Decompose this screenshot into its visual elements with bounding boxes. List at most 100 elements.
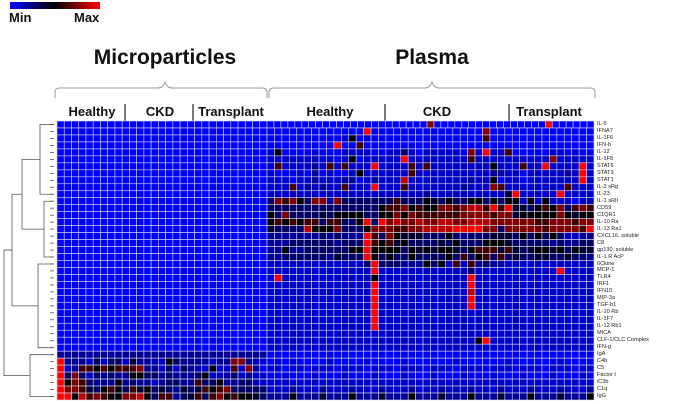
heatmap-cell [497, 336, 506, 345]
heatmap-cell [237, 246, 246, 254]
heatmap-cell [578, 176, 587, 185]
heatmap-cell [534, 148, 543, 157]
heatmap-cell [563, 260, 573, 268]
heatmap-cell [541, 267, 550, 275]
heatmap-cell [280, 120, 289, 129]
heatmap-cell [497, 302, 506, 310]
heatmap-cell [100, 315, 108, 324]
heatmap-cell [534, 350, 543, 359]
heatmap-cell [165, 385, 174, 394]
heatmap-cell [311, 385, 320, 394]
heatmap-cell [333, 169, 342, 178]
heatmap-cell [179, 134, 188, 143]
heatmap-cell [244, 148, 253, 157]
heatmap-cell [230, 385, 239, 394]
heatmap-cell [326, 148, 335, 157]
heatmap-cell [194, 329, 203, 338]
heatmap-cell [563, 190, 573, 199]
heatmap-cell [459, 211, 468, 219]
heatmap-cell [63, 392, 72, 401]
heatmap-cell [363, 322, 372, 331]
heatmap-cell [187, 134, 195, 143]
heatmap-cell [430, 197, 439, 206]
heatmap-cell [172, 127, 181, 136]
heatmap-cell [194, 225, 203, 233]
heatmap-cell [348, 225, 357, 233]
heatmap-cell [556, 162, 565, 171]
heatmap-cell [252, 253, 261, 261]
heatmap-cell [586, 315, 595, 324]
heatmap-cell [556, 315, 565, 324]
heatmap-cell [422, 225, 431, 233]
heatmap-cell [114, 267, 123, 275]
heatmap-cell [303, 385, 312, 394]
heatmap-cell [348, 302, 357, 310]
heatmap-cell [252, 127, 261, 136]
heatmap-cell [143, 225, 152, 233]
heatmap-cell [504, 134, 513, 143]
heatmap-cell [452, 336, 461, 345]
heatmap-cell [489, 288, 498, 296]
heatmap-cell [578, 190, 587, 199]
heatmap-cell [311, 322, 320, 331]
heatmap-cell [172, 190, 181, 199]
heatmap-cell [333, 232, 342, 240]
heatmap-cell [482, 155, 491, 164]
heatmap-cell [100, 162, 108, 171]
heatmap-cell [348, 197, 357, 206]
heatmap-cell [363, 225, 372, 233]
heatmap-cell [534, 176, 543, 185]
heatmap-cell [571, 385, 580, 394]
heatmap-cell [445, 225, 454, 233]
heatmap-cell [378, 260, 387, 268]
heatmap-cell [301, 120, 310, 129]
heatmap-cell [348, 190, 357, 199]
heatmap-cell [230, 274, 239, 282]
heatmap-cell [114, 148, 123, 157]
heatmap-cell [326, 385, 335, 394]
heatmap-cell [281, 134, 290, 143]
heatmap-cell [459, 134, 468, 143]
heatmap-cell [56, 364, 65, 373]
heatmap-cell [129, 336, 137, 345]
heatmap-cell [437, 127, 446, 136]
heatmap-cell [78, 155, 87, 164]
heatmap-cell [114, 260, 123, 268]
heatmap-cell [107, 364, 116, 373]
heatmap-cell [288, 288, 298, 296]
heatmap-cell [296, 253, 305, 261]
heatmap-cell [266, 183, 275, 192]
heatmap-cell [303, 309, 312, 317]
heatmap-cell [519, 225, 528, 233]
heatmap-cell [244, 134, 253, 143]
heatmap-cell [526, 357, 535, 366]
heatmap-cell [459, 392, 468, 401]
heatmap-cell [563, 329, 573, 338]
heatmap-cell [422, 267, 431, 275]
heatmap-cell [445, 239, 454, 247]
row-label: MIP-3a [597, 295, 616, 302]
heatmap-cell [281, 190, 290, 199]
heatmap-cell [208, 322, 217, 331]
heatmap-cell [571, 232, 580, 240]
heatmap-cell [341, 127, 350, 136]
heatmap-cell [497, 371, 506, 380]
heatmap-cell [348, 127, 357, 136]
heatmap-cell [187, 295, 195, 303]
heatmap-cell [85, 127, 94, 136]
heatmap-cell [201, 281, 210, 289]
heatmap-cell [526, 281, 535, 289]
heatmap-cell [430, 253, 439, 261]
heatmap-cell [348, 371, 357, 380]
heatmap-cell [415, 267, 424, 275]
heatmap-cell [437, 288, 446, 296]
heatmap-cell [266, 281, 275, 289]
heatmap-cell [230, 267, 239, 275]
heatmap-cell [454, 120, 463, 129]
heatmap-cell [78, 134, 87, 143]
heatmap-cell [363, 176, 372, 185]
heatmap-cell [150, 392, 159, 401]
heatmap-cell [252, 232, 261, 240]
heatmap-cell [179, 169, 188, 178]
heatmap-cell [216, 225, 224, 233]
